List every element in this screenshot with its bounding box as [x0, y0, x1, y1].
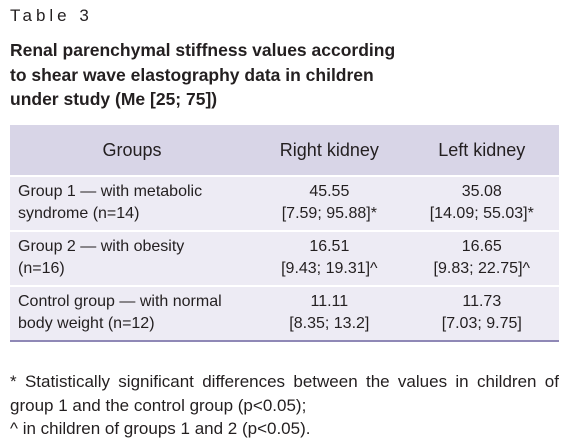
table-cell: 11.73 [7.03; 9.75]	[404, 286, 559, 342]
table-cell: Control group — with normal body weight (…	[10, 286, 255, 342]
cell-line: 11.73	[462, 293, 502, 310]
table-title: Renal parenchymal stiffness values accor…	[10, 38, 395, 112]
cell-line: [7.03; 9.75]	[441, 315, 522, 332]
cell-line: 11.11	[310, 293, 349, 310]
cell-line: 35.08	[461, 183, 502, 200]
cell-line: 16.65	[461, 238, 502, 255]
table-cell: 11.11 [8.35; 13.2]	[254, 286, 405, 342]
table-cell: Group 1 — with metabolic syndrome (n=14)	[10, 176, 255, 232]
cell-line: Control group — with normal	[18, 293, 222, 310]
table-row: Group 2 — with obesity (n=16) 16.51 [9.43; …	[10, 231, 559, 287]
cell-line: syndrome (n=14)	[18, 205, 140, 222]
cell-line: Group 2 — with obesity	[18, 238, 185, 255]
data-table: Groups Right kidney Left kidney Group 1 — …	[10, 125, 559, 342]
table-cell: 45.55 [7.59; 95.88]*	[254, 176, 405, 232]
table-cell: 16.65 [9.83; 22.75]^	[404, 231, 559, 287]
table-cell: 35.08 [14.09; 55.03]*	[404, 176, 559, 232]
title-line: to shear wave elastography data in child…	[10, 64, 374, 85]
column-header: Right kidney	[254, 125, 405, 177]
title-line: under study (Me [25; 75])	[10, 89, 218, 109]
table-row: Control group — with normal body weight (…	[10, 286, 559, 342]
cell-line: [7.59; 95.88]*	[281, 205, 377, 222]
title-line: Renal parenchymal stiffness values accor…	[10, 40, 396, 60]
cell-line: body weight (n=12)	[18, 315, 155, 332]
cell-line: [9.43; 19.31]^	[281, 260, 378, 277]
cell-line: 45.55	[309, 183, 350, 200]
column-header: Groups	[10, 125, 255, 177]
table-label: Table 3	[10, 6, 93, 25]
cell-line: [8.35; 13.2]	[289, 315, 370, 332]
header-row: Groups Right kidney Left kidney	[10, 125, 559, 177]
cell-line: [9.83; 22.75]^	[433, 260, 531, 277]
column-header: Left kidney	[404, 125, 559, 177]
table-cell: Group 2 — with obesity (n=16)	[10, 231, 255, 287]
cell-line: (n=16)	[18, 260, 65, 277]
footnote: * Statistically significant differences …	[10, 372, 559, 415]
cell-line: Group 1 — with metabolic	[18, 183, 203, 200]
table-row: Group 1 — with metabolic syndrome (n=14) 4…	[10, 176, 559, 232]
footnote: ^ in children of groups 1 and 2 (p<0.05)…	[10, 419, 311, 438]
footnotes: * Statistically significant differences …	[10, 370, 559, 441]
cell-line: 16.51	[309, 238, 350, 255]
cell-line: [14.09; 55.03]*	[429, 205, 534, 222]
table-cell: 16.51 [9.43; 19.31]^	[254, 231, 405, 287]
